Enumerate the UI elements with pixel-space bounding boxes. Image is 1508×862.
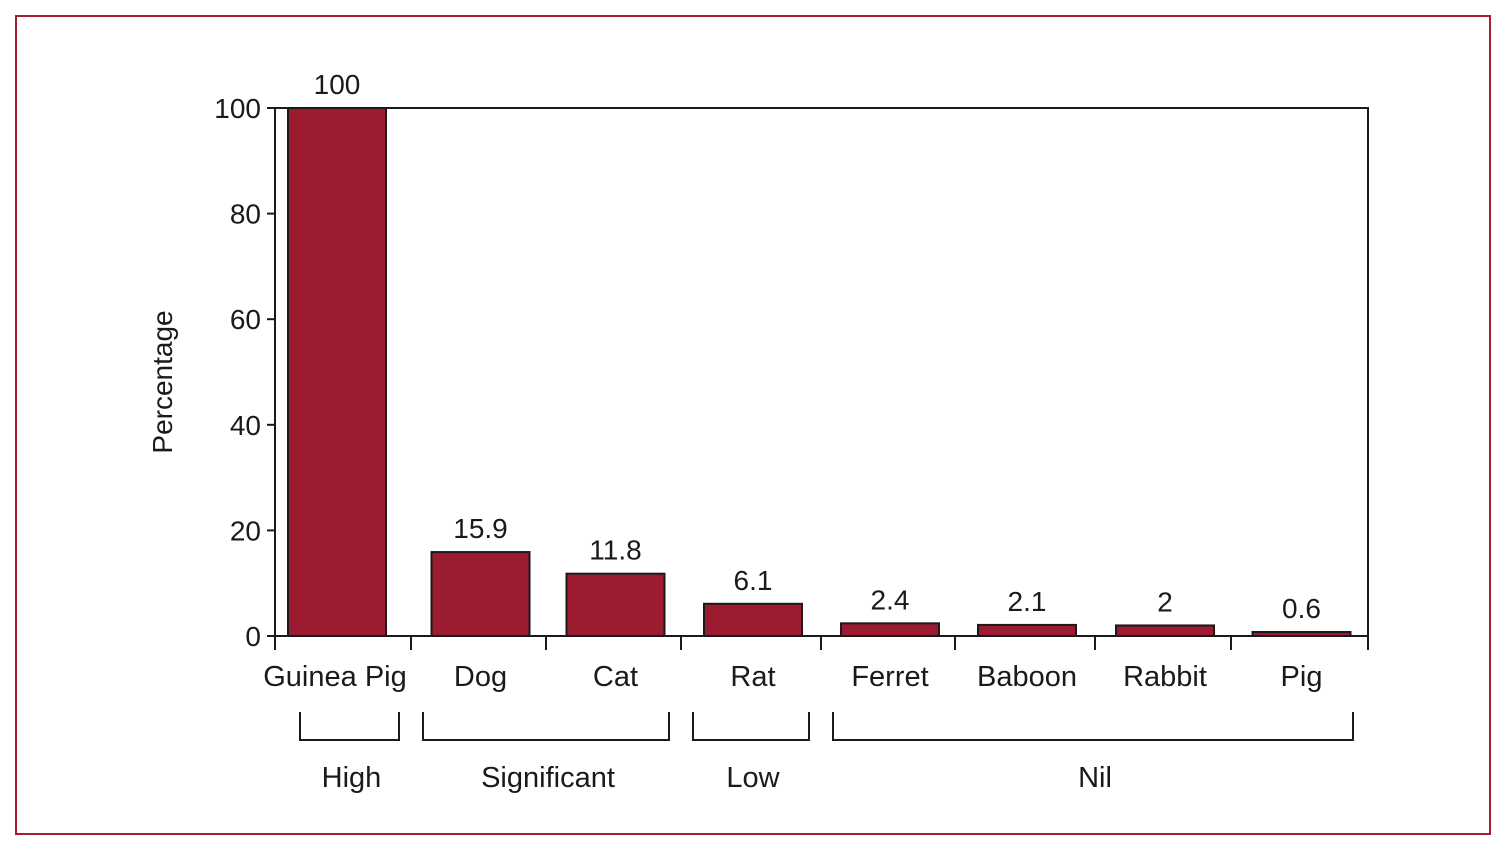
y-tick-label: 100 [214, 93, 261, 124]
group-label: Significant [481, 762, 615, 794]
labels-layer: 0 20 40 60 80 100 100 Guinea Pig 15.9 Dog 11.8 Cat 6… [214, 69, 1322, 794]
data-label: 6.1 [734, 565, 773, 596]
y-tick-label: 80 [230, 199, 261, 230]
x-tick-label: Ferret [851, 661, 928, 693]
data-label: 11.8 [589, 535, 641, 566]
bar [430, 551, 531, 637]
bar [565, 572, 666, 637]
bar [1115, 624, 1215, 638]
x-tick-label: Baboon [977, 661, 1077, 693]
figure-frame [15, 15, 1491, 835]
bar [287, 107, 387, 637]
bars-layer [287, 107, 1352, 638]
data-label: 2.1 [1008, 586, 1047, 617]
group-label: Low [726, 762, 780, 794]
data-label: 15.9 [453, 513, 508, 544]
group-bracket [692, 712, 810, 741]
group-label: Nil [1078, 762, 1112, 794]
y-axis-label: Percentage [147, 310, 178, 453]
x-tick-label: Rat [730, 661, 775, 693]
group-bracket [299, 712, 400, 741]
y-tick-label: 40 [230, 410, 261, 441]
y-tick-label: 0 [245, 621, 261, 652]
bar [840, 622, 940, 638]
data-label: 0.6 [1282, 593, 1321, 624]
x-tick-label: Dog [454, 661, 507, 693]
x-tick-label: Cat [593, 661, 638, 693]
group-bracket [832, 712, 1354, 741]
group-label: High [322, 762, 382, 794]
data-label: 100 [314, 69, 361, 100]
x-tick-label: Guinea Pig [263, 661, 407, 693]
y-tick-label: 20 [230, 515, 261, 546]
x-tick-label: Pig [1281, 661, 1323, 693]
data-label: 2 [1157, 586, 1173, 617]
y-tick-label: 60 [230, 304, 261, 335]
data-label: 2.4 [871, 584, 910, 615]
bar [703, 602, 803, 637]
axes-layer [267, 107, 1369, 741]
bar [977, 623, 1077, 637]
group-bracket [422, 712, 670, 741]
x-tick-label: Rabbit [1123, 661, 1207, 693]
